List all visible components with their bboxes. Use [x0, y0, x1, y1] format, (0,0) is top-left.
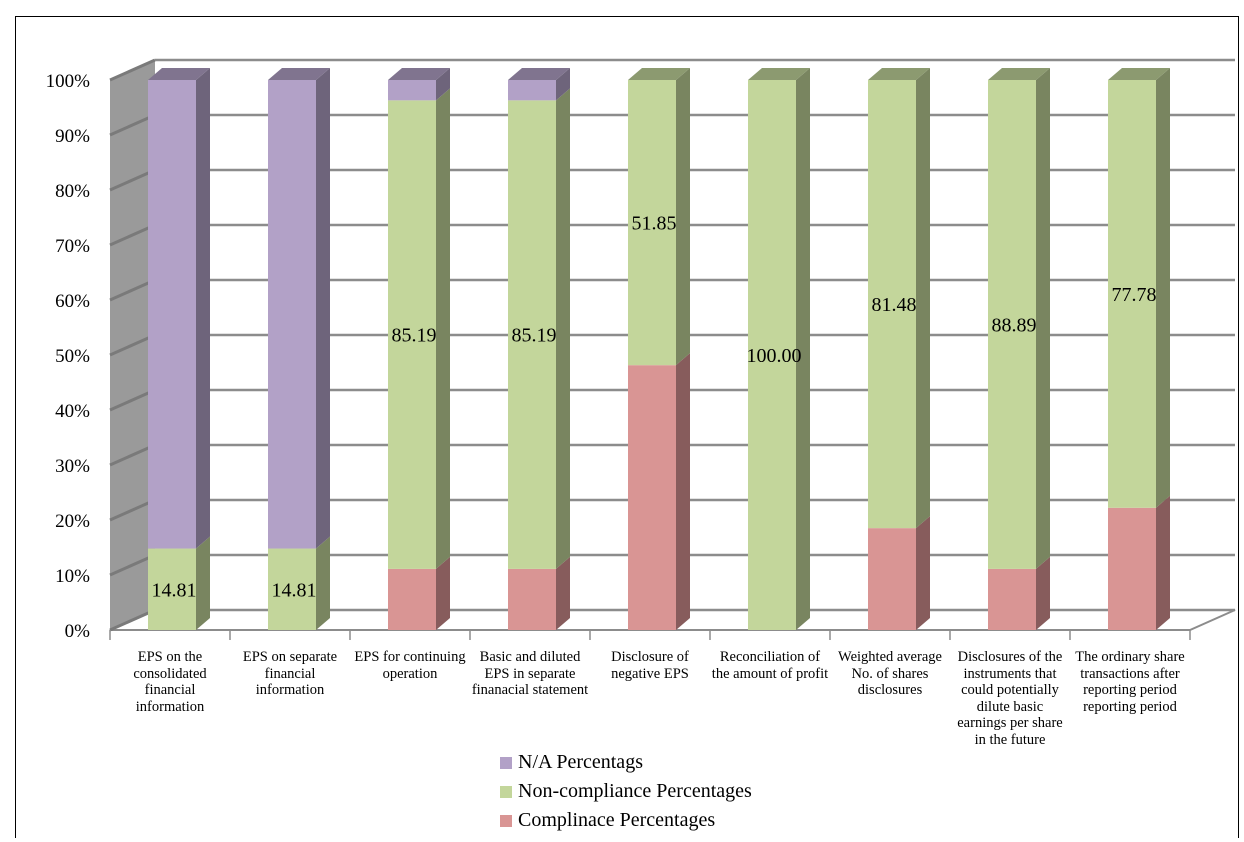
- legend-item-noncompliance: Non-compliance Percentages: [500, 777, 752, 806]
- x-tick-label: Reconciliation of the amount of profit: [711, 649, 829, 682]
- bar-segment: [148, 536, 210, 630]
- gridline-left: [109, 223, 156, 247]
- x-tick-label: Disclosure of negative EPS: [611, 649, 689, 682]
- data-label: 81.48: [872, 294, 917, 316]
- legend-label-noncompliance: Non-compliance Percentages: [518, 780, 752, 802]
- gridline-left: [109, 498, 156, 522]
- x-tick-label: Weighted average No. of shares disclosur…: [838, 649, 942, 698]
- legend-swatch-na: [500, 756, 512, 769]
- data-label: 77.78: [1112, 284, 1157, 306]
- bar-segment: [1108, 68, 1170, 508]
- data-label: 88.89: [992, 314, 1037, 336]
- legend-swatch-noncompliance: [500, 785, 512, 798]
- legend: N/A Percentags Non-compliance Percentage…: [500, 748, 752, 835]
- gridline-left: [109, 553, 156, 577]
- chart-frame: [15, 16, 1239, 838]
- bar-segment: [268, 536, 330, 630]
- y-tick-label: 60%: [55, 291, 90, 312]
- y-tick-label: 50%: [55, 346, 90, 367]
- data-labels: 14.81 14.81 85.19 85.19 51.85 100.00 81.48 88.8…: [152, 213, 1157, 602]
- bar-segment: [508, 88, 570, 569]
- y-tick-label: 40%: [55, 401, 90, 422]
- gridline-left: [109, 113, 156, 137]
- x-tick-label: Disclosures of the instruments that coul…: [957, 649, 1063, 748]
- x-tick-label: The ordinary share transactions after re…: [1075, 649, 1185, 715]
- y-tick-label: 20%: [55, 511, 90, 532]
- x-tick-label: EPS on separate financial information: [242, 649, 338, 698]
- y-tick-label: 10%: [55, 566, 90, 587]
- x-tick-label: EPS for continuing operation: [354, 649, 466, 682]
- bar-segment: [388, 88, 450, 569]
- data-label: 85.19: [512, 325, 557, 347]
- bar-segment: [868, 68, 930, 529]
- bar-segment: [148, 68, 210, 549]
- data-label: 85.19: [392, 325, 437, 347]
- data-label: 51.85: [632, 213, 677, 235]
- gridline-left: [109, 278, 156, 302]
- y-tick-label: 0%: [65, 621, 91, 642]
- legend-label-compliance: Complinace Percentages: [518, 809, 716, 831]
- bar-segment: [628, 353, 690, 630]
- gridline-left: [109, 443, 156, 467]
- bar-segment: [268, 68, 330, 549]
- y-tick-label: 80%: [55, 181, 90, 202]
- bar-segment: [388, 68, 450, 101]
- legend-label-na: N/A Percentags: [518, 751, 643, 773]
- gridline-left: [109, 333, 156, 357]
- y-tick-label: 90%: [55, 126, 90, 147]
- bar-segment: [508, 68, 570, 101]
- gridline-left: [109, 388, 156, 412]
- bar-segment: [628, 68, 690, 366]
- gridlines: [109, 58, 1235, 640]
- y-tick-label: 100%: [46, 71, 91, 92]
- gridline-left: [109, 608, 156, 632]
- data-label: 100.00: [747, 345, 802, 367]
- y-axis-ticks: 0% 10% 20% 30% 40% 50% 60% 70% 80% 90% 100%: [46, 71, 91, 642]
- data-label: 14.81: [152, 579, 197, 601]
- x-tick-label: EPS on the consolidated financial inform…: [133, 649, 207, 715]
- bar-segment: [748, 68, 810, 630]
- y-tick-label: 70%: [55, 236, 90, 257]
- bar-segment: [1108, 495, 1170, 630]
- y-tick-label: 30%: [55, 456, 90, 477]
- gridline-left: [109, 58, 156, 82]
- bar-segment: [988, 68, 1050, 569]
- legend-item-na: N/A Percentags: [500, 748, 752, 777]
- data-label: 14.81: [272, 579, 317, 601]
- legend-swatch-compliance: [500, 814, 512, 827]
- gridline-left: [109, 168, 156, 192]
- bar-segment: [508, 556, 570, 630]
- x-tick-label: Basic and diluted EPS in separate finana…: [471, 649, 589, 698]
- bar-segment: [868, 516, 930, 630]
- bars: [148, 68, 1170, 630]
- legend-item-compliance: Complinace Percentages: [500, 806, 752, 835]
- bar-segment: [988, 556, 1050, 630]
- bar-segment: [388, 556, 450, 630]
